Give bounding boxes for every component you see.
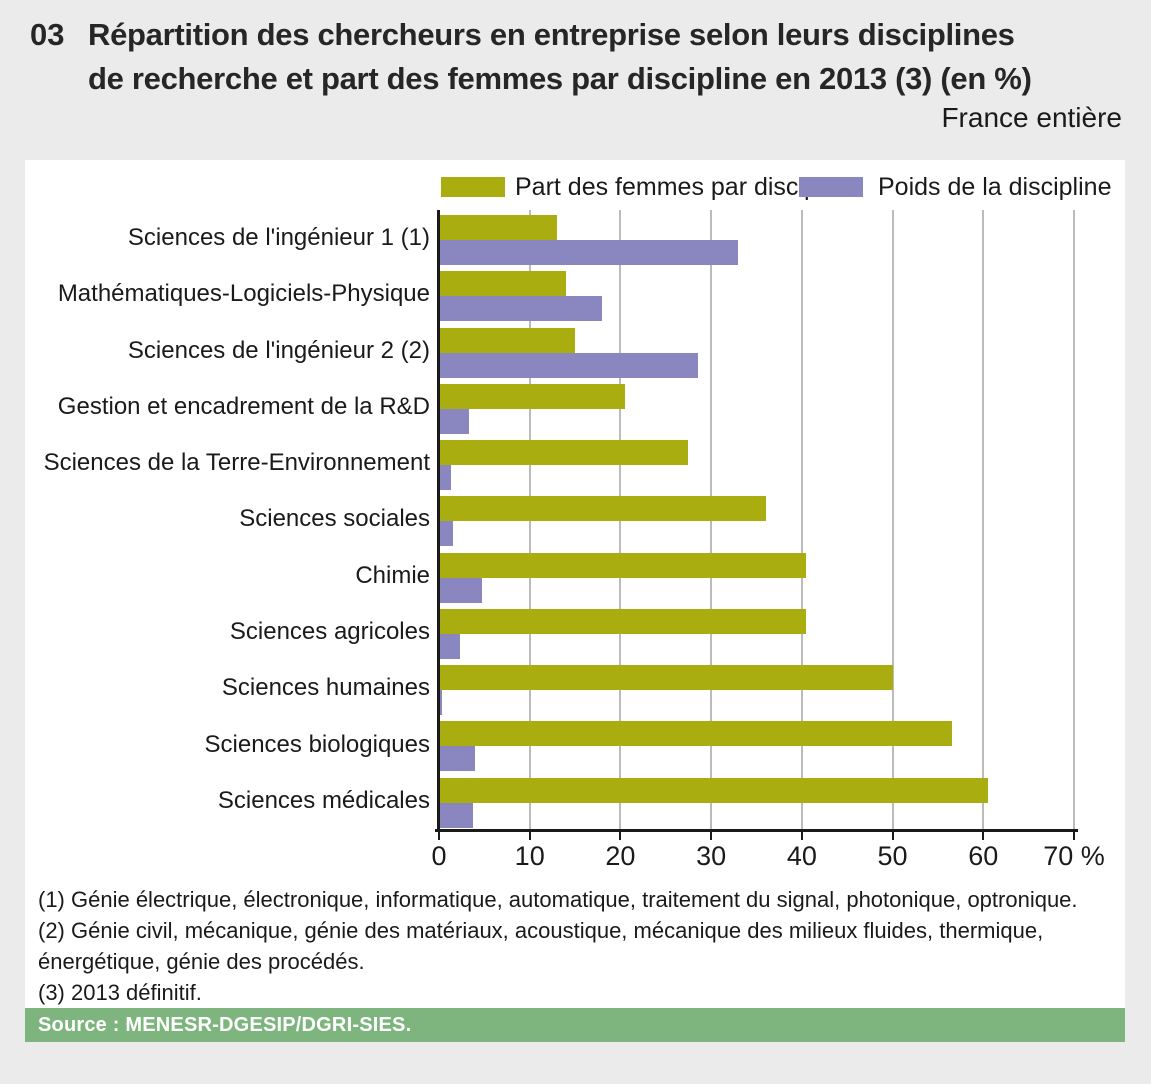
axis-tick xyxy=(891,832,894,840)
x-tick-label: 20 xyxy=(605,841,636,871)
x-tick-label: 50 xyxy=(877,841,908,871)
footnote-line: (2) Génie civil, mécanique, génie des ma… xyxy=(38,918,1044,943)
bar-poids-discipline xyxy=(439,633,460,659)
footnote-line: (3) 2013 définitif. xyxy=(38,980,202,1005)
chart-row xyxy=(439,716,1074,772)
axis-tick xyxy=(982,832,985,840)
category-label: Sciences humaines xyxy=(221,674,430,702)
category-label: Sciences de l'ingénieur 1 (1) xyxy=(127,224,430,252)
bar-part-des-femmes xyxy=(439,721,952,747)
bar-part-des-femmes xyxy=(439,552,807,578)
chart-row xyxy=(439,491,1074,547)
category-label: Mathématiques-Logiciels-Physique xyxy=(57,280,430,308)
x-tick-label: 70 % xyxy=(1043,841,1105,871)
bar-part-des-femmes xyxy=(439,215,557,240)
axis-tick xyxy=(438,832,440,840)
figure-number: 03 xyxy=(30,17,65,52)
category-label: Sciences agricoles xyxy=(229,618,430,646)
chart-row xyxy=(439,773,1074,829)
x-axis-line xyxy=(435,829,1078,832)
region-label: France entière xyxy=(941,102,1122,133)
chart-title: Répartition des chercheurs en entreprise… xyxy=(88,13,1032,101)
chart-row xyxy=(439,210,1074,266)
source-label: Source : MENESR-DGESIP/DGRI-SIES. xyxy=(38,1013,412,1036)
x-tick-label: 40 xyxy=(786,841,817,871)
bar-part-des-femmes xyxy=(439,496,766,522)
bar-part-des-femmes xyxy=(439,665,893,691)
chart-row xyxy=(439,323,1074,379)
bar-poids-discipline xyxy=(439,408,469,434)
bar-part-des-femmes xyxy=(439,777,988,803)
gridline xyxy=(982,210,985,829)
chart-row xyxy=(439,548,1074,604)
category-label: Gestion et encadrement de la R&D xyxy=(57,392,430,420)
bar-part-des-femmes xyxy=(439,440,689,466)
gridline xyxy=(891,210,894,829)
axis-tick xyxy=(800,832,803,840)
axis-tick xyxy=(1073,832,1075,840)
axis-tick xyxy=(710,832,713,840)
axis-tick xyxy=(528,832,531,840)
chart-panel: Part des femmes par discipline Poids de … xyxy=(25,160,1125,1008)
gridline xyxy=(1073,210,1075,829)
category-label: Sciences de la Terre-Environnement xyxy=(43,449,430,477)
chart-title-line-2: de recherche et part des femmes par disc… xyxy=(88,61,1032,96)
chart-row xyxy=(439,266,1074,322)
bar-poids-discipline xyxy=(439,240,739,265)
legend-label-poids: Poids de la discipline xyxy=(878,173,1112,201)
x-tick-label: 60 xyxy=(968,841,999,871)
bar-part-des-femmes xyxy=(439,608,807,634)
legend-swatch-femmes xyxy=(441,177,505,197)
bar-part-des-femmes xyxy=(439,327,576,353)
category-label: Sciences de l'ingénieur 2 (2) xyxy=(127,336,430,364)
chart-row xyxy=(439,379,1074,435)
bar-poids-discipline xyxy=(439,352,698,378)
category-label: Chimie xyxy=(355,561,430,589)
bar-poids-discipline xyxy=(439,465,451,491)
bar-poids-discipline xyxy=(439,690,442,716)
category-label: Sciences biologiques xyxy=(204,730,430,758)
axis-tick xyxy=(619,832,622,840)
bar-poids-discipline xyxy=(439,521,453,547)
source-bar: Source : MENESR-DGESIP/DGRI-SIES. xyxy=(25,1008,1125,1042)
x-tick-label: 30 xyxy=(696,841,727,871)
category-label: Sciences médicales xyxy=(217,786,430,814)
bar-poids-discipline xyxy=(439,746,476,772)
x-tick-label: 0 xyxy=(431,841,447,871)
bar-poids-discipline xyxy=(439,296,603,322)
chart-row xyxy=(439,604,1074,660)
chart-title-line-1: Répartition des chercheurs en entreprise… xyxy=(88,17,1015,52)
footnotes: (1) Génie électrique, électronique, info… xyxy=(38,884,1078,1008)
chart-row xyxy=(439,660,1074,716)
bar-poids-discipline xyxy=(439,802,473,828)
legend-swatch-poids xyxy=(799,177,863,197)
plot-area xyxy=(435,210,1078,840)
y-axis-line xyxy=(437,210,440,832)
x-tick-label: 10 xyxy=(514,841,545,871)
bar-part-des-femmes xyxy=(439,271,566,297)
bar-poids-discipline xyxy=(439,577,482,603)
bar-part-des-femmes xyxy=(439,383,625,409)
gridline xyxy=(800,210,803,829)
chart-row xyxy=(439,435,1074,491)
category-labels: Sciences de l'ingénieur 1 (1) Mathématiqu… xyxy=(25,210,430,829)
footnote-line: énergétique, génie des procédés. xyxy=(38,949,365,974)
x-axis-labels: 0 10 20 30 40 50 60 70 % xyxy=(25,841,1125,873)
category-label: Sciences sociales xyxy=(239,505,430,533)
footnote-line: (1) Génie électrique, électronique, info… xyxy=(38,887,1078,912)
